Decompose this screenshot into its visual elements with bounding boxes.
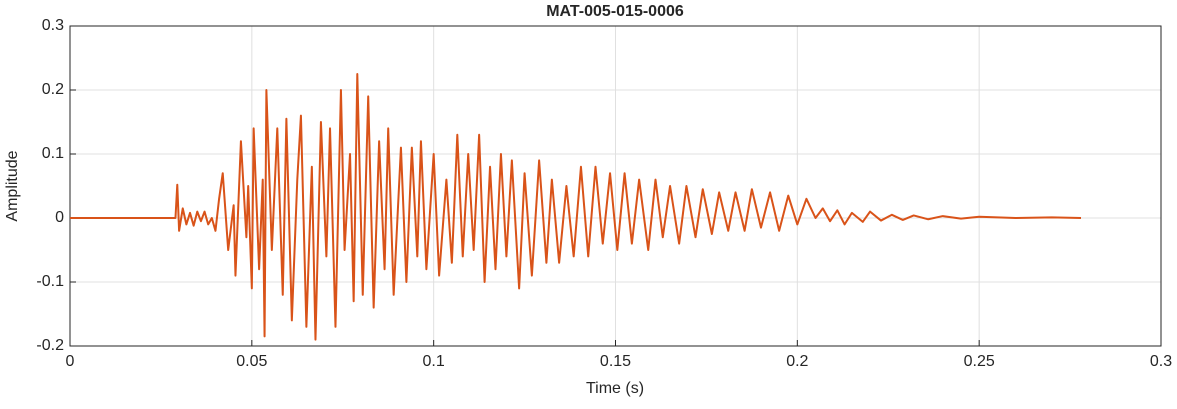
chart-title: MAT-005-015-0006 — [546, 3, 684, 20]
x-tick-label: 0.1 — [423, 353, 445, 370]
y-tick-label: 0.3 — [42, 17, 64, 34]
y-tick-label: 0 — [55, 209, 64, 226]
x-tick-label: 0.25 — [964, 353, 995, 370]
y-axis-label: Amplitude — [4, 150, 21, 221]
y-tick-label: -0.1 — [36, 273, 64, 290]
y-tick-label: -0.2 — [36, 337, 64, 354]
x-tick-label: 0.15 — [600, 353, 631, 370]
plot-frame — [69, 25, 1162, 347]
x-tick-label: 0.2 — [786, 353, 808, 370]
y-tick-label: 0.1 — [42, 145, 64, 162]
waveform-line — [70, 73, 1082, 341]
x-axis-label: Time (s) — [586, 380, 644, 397]
y-tick-label: 0.2 — [42, 81, 64, 98]
x-tick-label: 0.3 — [1150, 353, 1172, 370]
x-tick-label: 0.05 — [236, 353, 267, 370]
x-tick-label: 0 — [66, 353, 75, 370]
